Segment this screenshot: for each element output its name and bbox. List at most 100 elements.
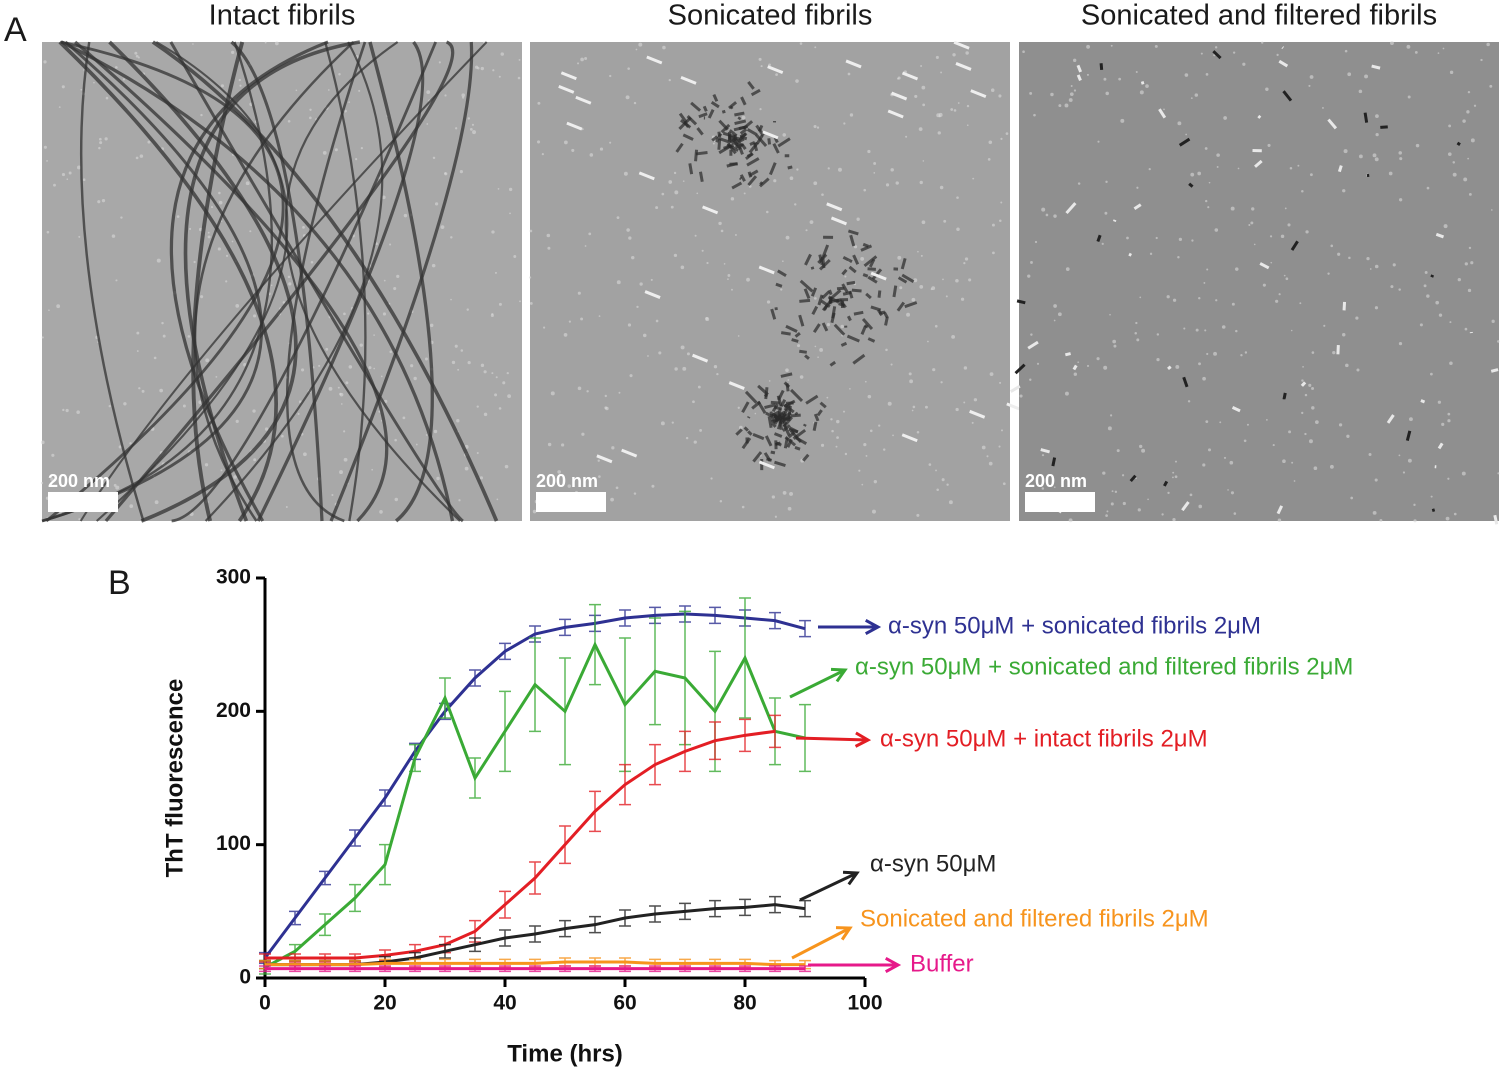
fragment <box>843 293 851 295</box>
speck <box>1263 284 1266 287</box>
speck <box>986 455 988 457</box>
speck <box>393 287 396 290</box>
speck <box>698 386 701 389</box>
speck <box>1175 461 1177 463</box>
speck <box>865 381 867 383</box>
speck <box>155 500 159 504</box>
speck <box>163 335 166 338</box>
speck <box>1438 52 1440 54</box>
speck <box>189 228 191 230</box>
speck <box>1364 74 1368 78</box>
speck <box>455 127 457 129</box>
fragment <box>785 438 787 449</box>
speck <box>845 453 847 455</box>
speck <box>161 322 163 324</box>
fragment <box>854 312 863 314</box>
speck <box>1175 365 1179 369</box>
speck <box>361 147 363 149</box>
speck <box>1074 372 1077 375</box>
speck <box>873 162 876 165</box>
fragment <box>722 111 725 112</box>
fragment <box>769 416 771 427</box>
speck <box>873 172 875 174</box>
speck <box>1117 449 1120 452</box>
fragment <box>1017 301 1025 303</box>
speck <box>533 510 537 514</box>
speck <box>888 402 892 406</box>
speck <box>542 153 544 155</box>
speck <box>51 454 54 457</box>
speck <box>368 366 371 369</box>
speck <box>410 364 413 367</box>
speck <box>1435 301 1439 305</box>
speck <box>457 369 459 371</box>
speck <box>923 160 925 162</box>
fragment <box>833 306 835 318</box>
speck <box>1420 323 1423 326</box>
speck <box>360 343 363 346</box>
speck <box>62 85 65 88</box>
speck <box>858 470 860 472</box>
speck <box>1468 91 1470 93</box>
speck <box>662 46 666 50</box>
speck <box>233 475 237 479</box>
speck <box>1375 265 1379 269</box>
speck <box>1425 271 1428 274</box>
speck <box>205 358 209 362</box>
image-title: Sonicated and filtered fibrils <box>1081 0 1437 32</box>
speck <box>1332 351 1335 354</box>
speck <box>252 409 255 412</box>
speck <box>157 259 161 263</box>
scale-bar <box>1025 492 1095 512</box>
speck <box>343 430 345 432</box>
speck <box>742 116 746 120</box>
speck <box>1054 320 1056 322</box>
speck <box>628 236 631 239</box>
fragment <box>769 138 770 144</box>
speck <box>281 435 284 438</box>
y-tick-label: 200 <box>216 699 251 722</box>
fragment <box>886 317 888 326</box>
fragment <box>1380 127 1387 128</box>
speck <box>1375 157 1379 161</box>
speck <box>452 361 455 364</box>
speck <box>965 51 968 54</box>
speck <box>1000 138 1002 140</box>
speck <box>1345 364 1349 368</box>
speck <box>1183 327 1185 329</box>
speck <box>940 186 944 190</box>
speck <box>1465 262 1468 265</box>
speck <box>450 299 452 301</box>
speck <box>529 276 531 278</box>
speck <box>609 142 611 144</box>
speck <box>992 224 995 227</box>
speck <box>636 306 638 308</box>
legend-arrow <box>800 873 857 900</box>
speck <box>1215 299 1217 301</box>
speck <box>627 67 630 70</box>
speck <box>982 446 986 450</box>
speck <box>99 141 102 144</box>
speck <box>1167 295 1170 298</box>
speck <box>1261 41 1263 43</box>
speck <box>1310 75 1314 79</box>
micrograph <box>529 42 1022 521</box>
speck <box>1167 492 1169 494</box>
speck <box>863 443 866 446</box>
speck <box>249 230 251 232</box>
speck <box>465 467 469 471</box>
speck <box>436 477 439 480</box>
speck <box>1197 172 1201 176</box>
speck <box>1136 338 1139 341</box>
speck <box>814 125 817 128</box>
speck <box>1254 244 1256 246</box>
series-line <box>265 905 805 965</box>
speck <box>1213 352 1217 356</box>
fragment <box>847 282 855 283</box>
speck <box>863 189 866 192</box>
speck <box>1356 368 1359 371</box>
speck <box>396 275 399 278</box>
fragment <box>852 290 862 291</box>
speck <box>619 392 621 394</box>
fragment <box>1258 116 1260 118</box>
